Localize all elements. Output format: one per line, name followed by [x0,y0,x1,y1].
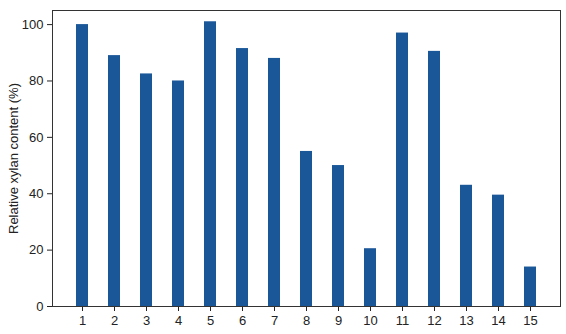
svg-text:7: 7 [271,313,278,328]
svg-text:100: 100 [22,17,44,32]
svg-text:6: 6 [239,313,246,328]
svg-text:5: 5 [207,313,214,328]
svg-text:80: 80 [29,73,43,88]
svg-text:9: 9 [335,313,342,328]
svg-text:2: 2 [111,313,118,328]
svg-text:10: 10 [363,313,377,328]
svg-text:Relative xylan content (%): Relative xylan content (%) [6,83,21,234]
svg-text:11: 11 [396,313,410,328]
svg-text:60: 60 [29,130,43,145]
svg-text:1: 1 [79,313,86,328]
svg-text:14: 14 [491,313,505,328]
svg-text:15: 15 [523,313,537,328]
svg-text:20: 20 [29,242,43,257]
svg-text:3: 3 [143,313,150,328]
svg-text:4: 4 [175,313,182,328]
svg-text:12: 12 [427,313,441,328]
svg-text:40: 40 [29,186,43,201]
svg-text:8: 8 [303,313,310,328]
svg-text:0: 0 [36,299,43,314]
svg-text:13: 13 [459,313,473,328]
